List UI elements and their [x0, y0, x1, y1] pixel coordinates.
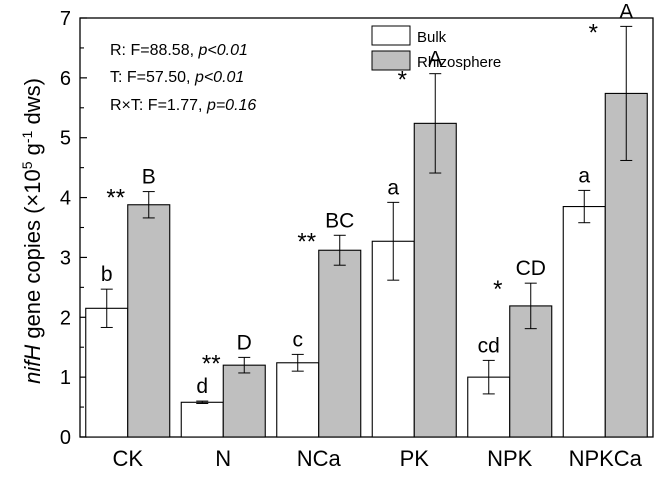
bar-rhizosphere-ck — [127, 204, 171, 438]
significance-letter: B — [142, 166, 156, 189]
significance-letter: A — [428, 48, 442, 71]
bar-bulk-ck — [85, 307, 129, 438]
significance-letter: cd — [478, 334, 500, 357]
x-tick-label: CK — [112, 446, 143, 471]
significance-stars: ** — [297, 228, 316, 255]
x-tick-label: NPK — [487, 446, 533, 471]
significance-letter: CD — [516, 257, 546, 280]
y-axis-label-italic: nifH — [20, 345, 45, 384]
y-tick-label: 2 — [60, 307, 71, 329]
plot-area: 01234567CKbB**NdD**NCacBC**PKaA*NPKcdCD*… — [60, 0, 654, 471]
significance-stars: ** — [106, 185, 125, 212]
significance-stars: ** — [202, 350, 221, 377]
y-tick-label: 7 — [60, 8, 71, 30]
y-axis-label-mid: g — [20, 143, 45, 161]
significance-letter: BC — [325, 209, 354, 232]
x-tick-label: N — [215, 446, 231, 471]
significance-letter: D — [237, 331, 252, 354]
significance-stars: * — [589, 19, 598, 46]
y-tick-label: 6 — [60, 68, 71, 90]
y-axis-label-rest: gene copies (×10 — [20, 169, 45, 345]
bar-bulk-nca — [276, 362, 320, 438]
stat-line-t: T: F=57.50, p<0.01 — [110, 69, 244, 86]
legend-swatch-bulk — [371, 25, 411, 46]
significance-letter: c — [293, 328, 304, 351]
significance-stars: * — [398, 67, 407, 94]
significance-letter: b — [101, 263, 113, 286]
stat-line-r: R: F=88.58, p<0.01 — [110, 42, 248, 59]
y-tick-label: 5 — [60, 128, 71, 150]
y-tick-label: 1 — [60, 367, 71, 389]
x-tick-label: PK — [400, 446, 430, 471]
y-tick-label: 0 — [60, 427, 71, 449]
y-axis-label: nifH gene copies (×105 g-1 dws) — [19, 78, 45, 384]
legend-label-bulk: Bulk — [417, 29, 447, 46]
significance-letter: a — [387, 176, 399, 199]
significance-letter: A — [619, 0, 633, 23]
x-tick-label: NCa — [297, 446, 342, 471]
y-axis-label-exp2: -1 — [19, 130, 35, 143]
x-tick-label: NPKCa — [569, 446, 643, 471]
y-axis-label-tail: dws) — [20, 78, 45, 131]
bar-rhizosphere-nca — [318, 249, 362, 438]
significance-stars: * — [493, 276, 502, 303]
y-tick-label: 3 — [60, 247, 71, 269]
y-axis-label-exp1: 5 — [19, 161, 35, 169]
significance-letter: d — [196, 375, 208, 398]
bar-rhizosphere-n — [222, 364, 266, 438]
stat-line-rxt: R×T: F=1.77, p=0.16 — [110, 97, 256, 114]
legend-label-rhizosphere: Rhizosphere — [417, 54, 501, 71]
y-tick-label: 4 — [60, 188, 71, 210]
legend: Bulk Rhizosphere — [371, 25, 501, 71]
significance-letter: a — [578, 164, 590, 187]
bar-bulk-n — [180, 401, 224, 438]
stats-annotation: R: F=88.58, p<0.01 T: F=57.50, p<0.01 R×… — [110, 42, 256, 114]
legend-swatch-rhizosphere — [371, 50, 411, 71]
bar-bulk-npkca — [562, 206, 606, 438]
